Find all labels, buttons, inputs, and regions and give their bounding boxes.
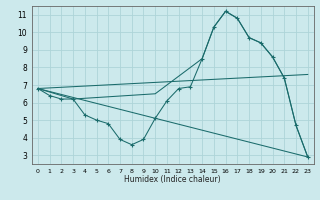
X-axis label: Humidex (Indice chaleur): Humidex (Indice chaleur) [124,175,221,184]
